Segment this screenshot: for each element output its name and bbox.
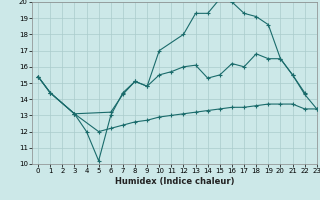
X-axis label: Humidex (Indice chaleur): Humidex (Indice chaleur)	[115, 177, 234, 186]
